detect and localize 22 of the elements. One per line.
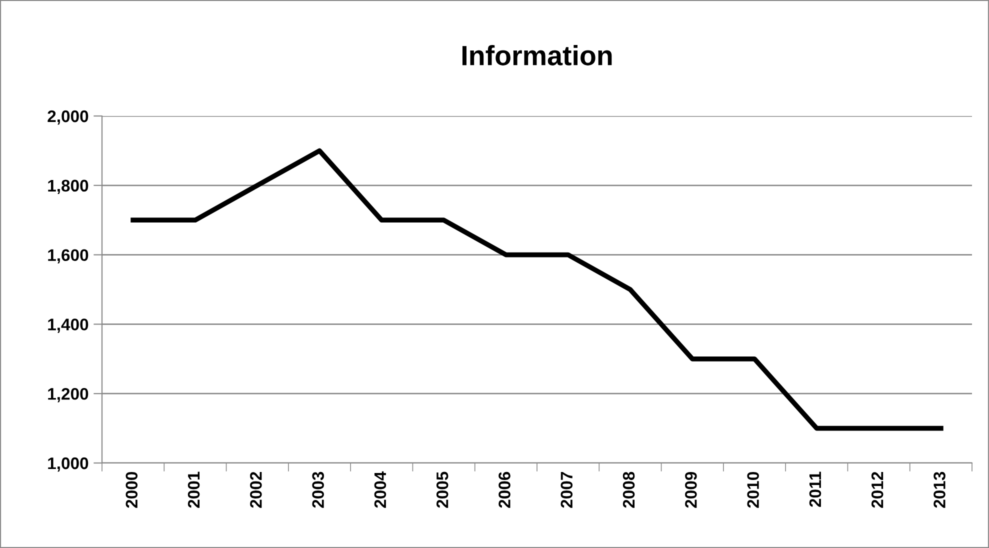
y-tick-label: 2,000 [48, 110, 88, 125]
x-tick-label: 2009 [685, 472, 697, 508]
x-tick-label: 2006 [498, 472, 510, 508]
y-tick-label: 1,400 [48, 318, 88, 333]
line-series [130, 148, 944, 431]
x-tick-label: 2003 [312, 472, 324, 508]
x-tick-label: 2011 [809, 472, 822, 507]
y-tick-label: 1,600 [48, 249, 88, 264]
x-tick-label: 2013 [934, 472, 946, 508]
chart-title: Information [462, 45, 612, 66]
x-tick-label: 2012 [871, 472, 884, 508]
y-tick-label: 1,000 [48, 457, 88, 472]
x-tick-label: 2007 [560, 472, 573, 508]
y-tick-label: 1,800 [48, 180, 88, 194]
x-tick-label: 2002 [250, 472, 262, 508]
y-tick-label: 1,200 [48, 388, 88, 402]
x-tick-label: 2005 [436, 472, 448, 508]
x-tick-label: 2004 [374, 471, 386, 508]
x-tick-label: 2010 [747, 472, 759, 508]
x-tick-label: 2008 [622, 472, 635, 508]
x-tick-label: 2001 [188, 472, 200, 508]
x-tick-label: 2000 [126, 472, 138, 508]
